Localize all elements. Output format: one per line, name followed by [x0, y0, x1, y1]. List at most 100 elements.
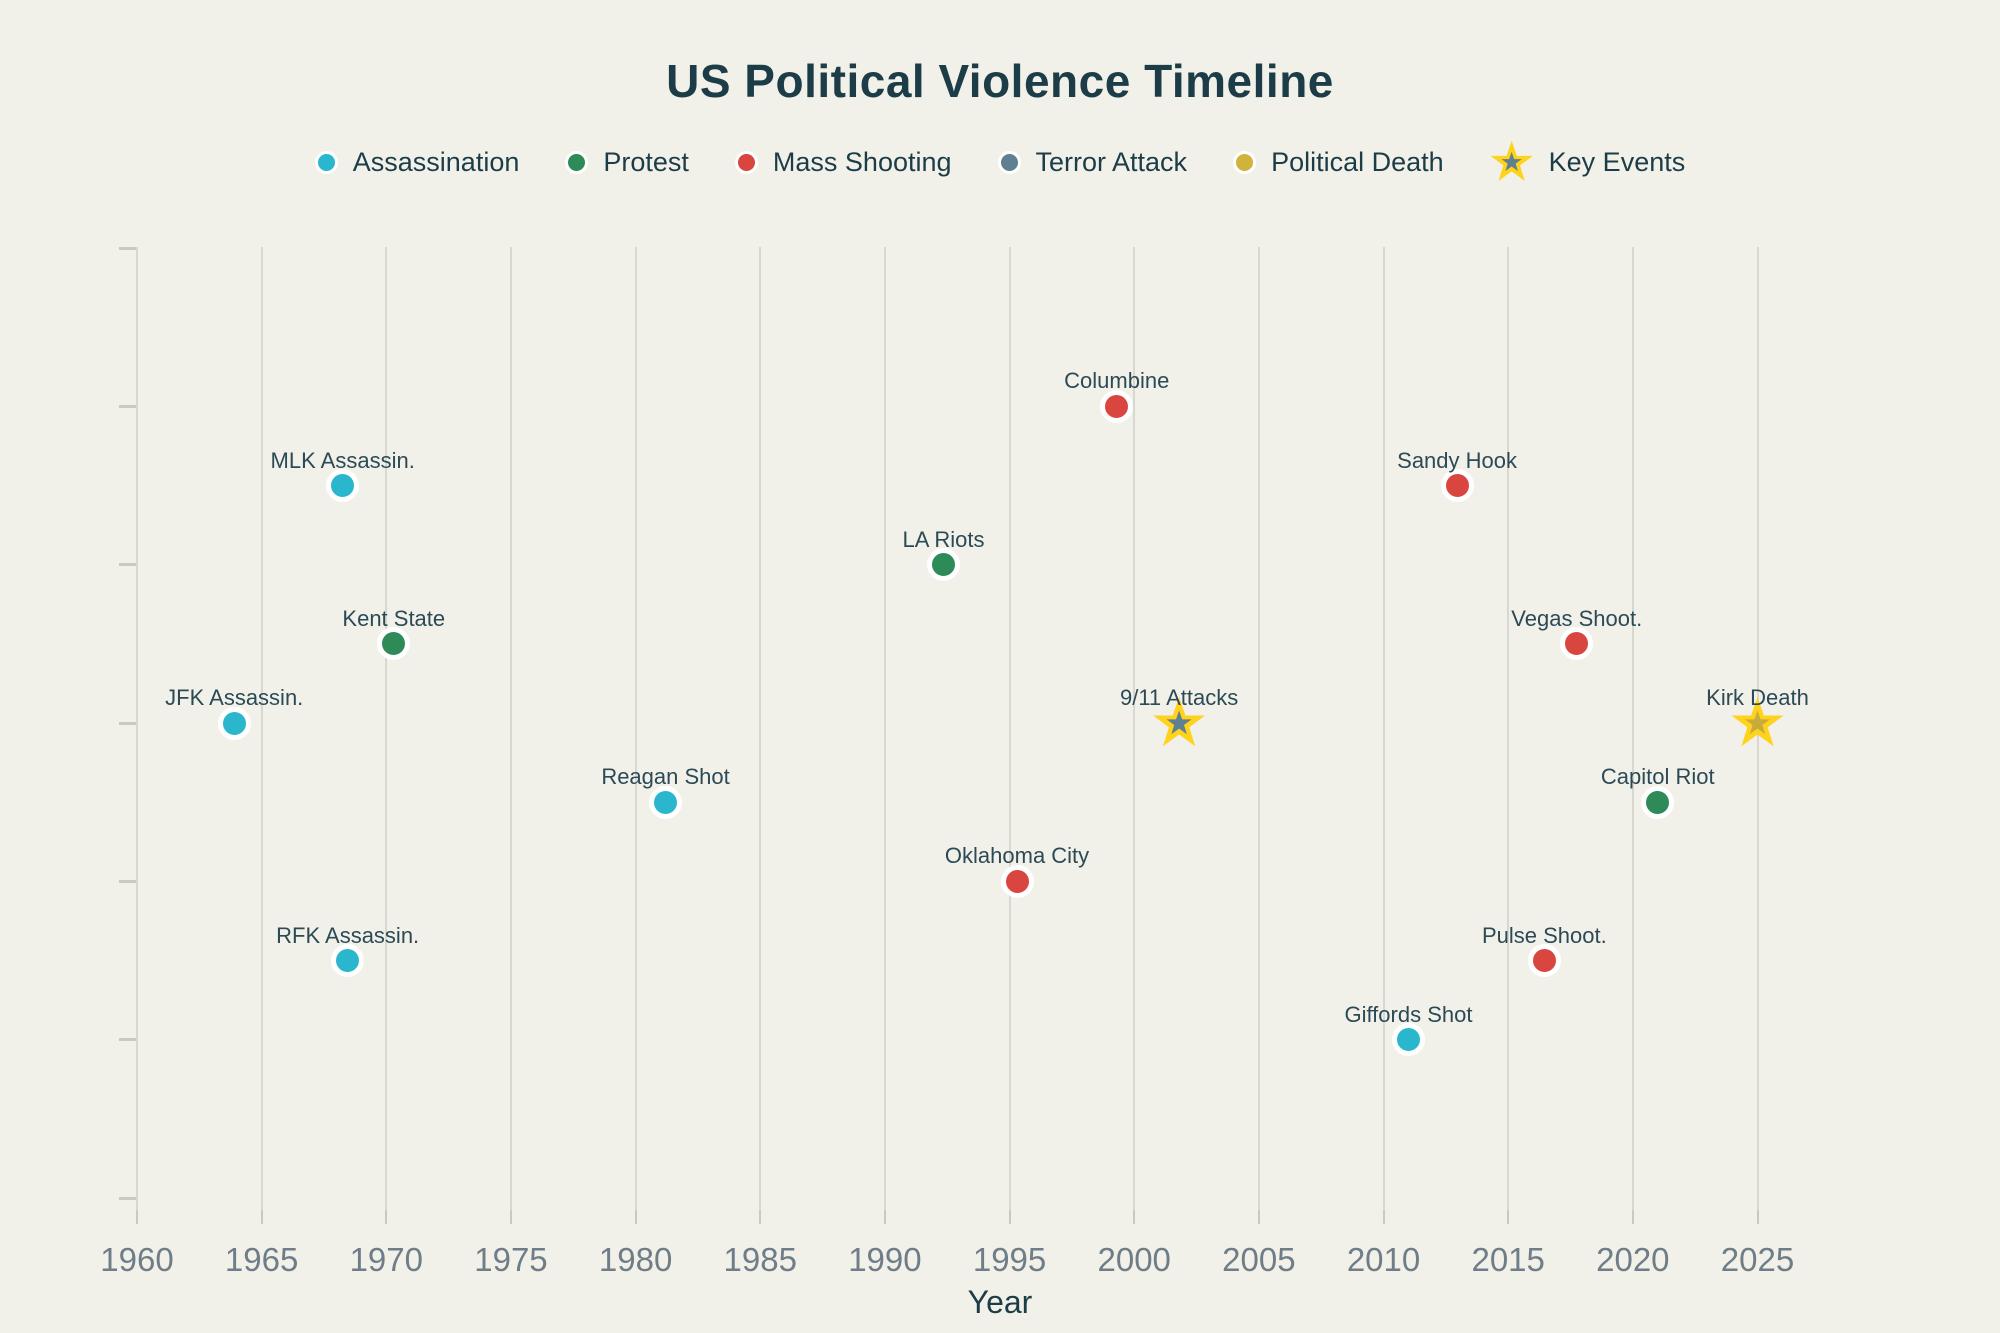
- point-label: Capitol Riot: [1600, 764, 1715, 790]
- legend-label: Key Events: [1548, 146, 1686, 177]
- data-point-marker: [1391, 1023, 1425, 1057]
- legend-item-protest: Protest: [565, 147, 689, 178]
- x-tick-label: 2015: [1471, 1241, 1545, 1278]
- legend: Assassination Protest Mass Shooting Terror …: [0, 140, 2000, 184]
- key-event-star: [1731, 696, 1785, 750]
- legend-item-mass-shooting: Mass Shooting: [734, 146, 952, 178]
- point-label: Sandy Hook: [1397, 447, 1517, 473]
- point-label: 9/11 Attacks: [1119, 685, 1239, 710]
- gridline: [1507, 247, 1510, 1210]
- legend-item-political-death: Political Death: [1233, 147, 1444, 178]
- x-tick-label: 2025: [1720, 1241, 1795, 1278]
- point-label: Vegas Shoot.: [1511, 605, 1643, 631]
- data-point-marker: [649, 785, 683, 819]
- gridline: [1382, 247, 1385, 1210]
- point-label: Reagan Shot: [601, 764, 730, 790]
- legend-dot-icon: [314, 150, 338, 174]
- legend-label: Mass Shooting: [772, 146, 952, 177]
- point-label: LA Riots: [902, 526, 985, 552]
- x-axis-tick: [883, 1210, 886, 1224]
- legend-label: Terror Attack: [1035, 146, 1188, 177]
- key-events-star-icon: [1490, 140, 1534, 184]
- y-axis-tick: [119, 563, 136, 567]
- gridline: [260, 247, 263, 1210]
- data-point-marker: [1100, 389, 1134, 423]
- gridline: [1133, 247, 1136, 1210]
- point-label: Kent State: [342, 605, 446, 631]
- legend-item-terror-attack: Terror Attack: [997, 146, 1188, 178]
- chart-title: US Political Violence Timeline: [666, 55, 1334, 107]
- x-tick-label: 1980: [598, 1241, 673, 1278]
- data-point-marker: [377, 627, 411, 661]
- x-axis-tick: [759, 1210, 762, 1224]
- gridline: [759, 247, 762, 1210]
- point-label: Pulse Shoot.: [1481, 922, 1607, 948]
- legend-dot-icon: [565, 150, 589, 174]
- point-label: Columbine: [1064, 368, 1170, 394]
- gridline: [883, 247, 886, 1210]
- gridline: [509, 247, 512, 1210]
- gridline: [1631, 247, 1634, 1210]
- point-label: JFK Assassin.: [165, 685, 304, 710]
- x-axis-tick: [1507, 1210, 1510, 1224]
- point-label: MLK Assassin.: [270, 447, 415, 473]
- x-axis-tick: [1756, 1210, 1759, 1224]
- gridline: [1257, 247, 1260, 1210]
- legend-dot-icon: [997, 150, 1021, 174]
- legend-label: Assassination: [352, 146, 520, 177]
- y-axis-tick: [119, 404, 136, 408]
- legend-dot-icon: [734, 150, 758, 174]
- x-axis-tick: [1631, 1210, 1634, 1224]
- x-axis-tick: [1257, 1210, 1260, 1224]
- gridline: [1008, 247, 1011, 1210]
- y-axis-tick: [119, 879, 136, 883]
- x-axis-tick: [634, 1210, 637, 1224]
- legend-item-assassination: Assassination: [314, 146, 520, 178]
- data-point-marker: [1527, 944, 1561, 977]
- gridline: [385, 247, 388, 1210]
- data-point-marker: [331, 944, 365, 977]
- data-point-marker: [1560, 627, 1594, 661]
- point-label: Giffords Shot: [1344, 1001, 1473, 1027]
- x-tick-label: 2000: [1097, 1241, 1171, 1278]
- y-axis-tick: [119, 721, 136, 725]
- x-tick-label: 1975: [474, 1241, 548, 1278]
- point-label: Kirk Death: [1706, 685, 1809, 710]
- data-point-marker: [217, 706, 251, 740]
- x-tick-label: 1990: [848, 1241, 922, 1278]
- legend-label: Protest: [603, 146, 689, 177]
- x-tick-label: 1960: [100, 1241, 174, 1278]
- key-event-star: [1152, 696, 1206, 750]
- point-label: RFK Assassin.: [276, 922, 420, 948]
- y-axis-tick: [119, 1038, 136, 1042]
- x-axis-tick: [385, 1210, 388, 1224]
- x-tick-label: 2020: [1596, 1241, 1670, 1278]
- gridline: [634, 247, 637, 1210]
- y-axis-tick: [119, 1196, 136, 1200]
- x-axis-tick: [136, 1210, 138, 1224]
- data-point-marker: [1000, 864, 1034, 898]
- x-tick-label: 1970: [349, 1241, 423, 1278]
- x-tick-label: 1965: [224, 1241, 299, 1278]
- x-tick-label: 2010: [1346, 1241, 1421, 1278]
- x-axis-title: Year: [967, 1284, 1033, 1320]
- x-tick-label: 1995: [972, 1241, 1047, 1278]
- x-axis-tick: [1008, 1210, 1011, 1224]
- x-axis-tick: [1382, 1210, 1385, 1224]
- data-point-marker: [1641, 785, 1675, 819]
- x-axis-tick: [1133, 1210, 1136, 1224]
- data-point-marker: [927, 548, 960, 582]
- x-axis-tick: [509, 1210, 512, 1224]
- data-point-marker: [326, 469, 360, 502]
- gridline: [136, 247, 138, 1210]
- legend-label: Political Death: [1271, 146, 1444, 177]
- x-tick-label: 1985: [723, 1241, 797, 1278]
- x-axis-tick: [260, 1210, 263, 1224]
- x-tick-label: 2005: [1222, 1241, 1296, 1278]
- point-label: Oklahoma City: [944, 843, 1090, 869]
- y-axis-tick: [119, 246, 136, 250]
- legend-dot-icon: [1233, 150, 1257, 174]
- data-point-marker: [1440, 469, 1474, 502]
- legend-item-key-events: Key Events: [1490, 140, 1686, 184]
